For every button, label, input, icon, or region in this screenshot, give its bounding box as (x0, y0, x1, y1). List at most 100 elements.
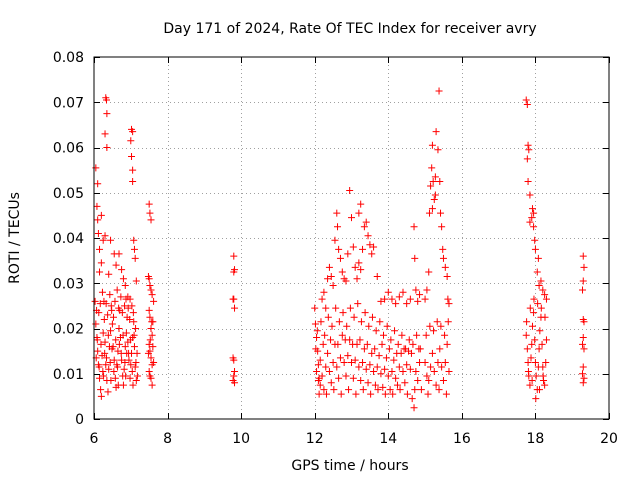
data-point (349, 243, 357, 251)
data-point (322, 390, 330, 398)
data-point (436, 177, 444, 185)
data-point (111, 297, 119, 305)
data-point (147, 354, 155, 362)
data-point (321, 331, 329, 339)
data-point (441, 263, 449, 271)
data-point (344, 352, 352, 360)
data-point (421, 358, 429, 366)
data-point (526, 218, 534, 226)
data-point (422, 331, 430, 339)
data-point (110, 367, 118, 375)
data-point (316, 381, 324, 389)
data-point (523, 101, 531, 109)
data-point (145, 275, 153, 283)
data-point (108, 320, 116, 328)
data-point (429, 177, 437, 185)
data-point (100, 372, 108, 380)
data-point (438, 363, 446, 371)
data-point (525, 146, 533, 154)
data-point (382, 354, 390, 362)
data-point (437, 322, 445, 330)
data-point (380, 331, 388, 339)
data-point (121, 343, 129, 351)
data-point (526, 304, 534, 312)
data-point (129, 128, 137, 136)
data-point (392, 300, 400, 308)
data-point (103, 144, 111, 151)
data-point (437, 209, 445, 217)
x-axis: 6 8 10 12 14 16 18 20 (90, 57, 618, 447)
data-point (149, 343, 157, 351)
data-point (539, 286, 547, 294)
data-point (405, 336, 413, 344)
data-point (413, 331, 421, 339)
data-point (357, 266, 365, 274)
y-tick-label: 0.07 (53, 95, 84, 111)
data-point (93, 202, 101, 210)
data-point (328, 322, 336, 330)
data-point (114, 381, 122, 389)
data-point (377, 370, 385, 378)
data-point (96, 268, 104, 276)
data-point (579, 334, 587, 342)
data-point (147, 286, 155, 294)
data-point (145, 306, 153, 314)
data-point (97, 392, 105, 400)
data-point (412, 367, 420, 375)
data-point (127, 137, 135, 145)
data-point (371, 381, 379, 389)
data-point (130, 236, 138, 244)
data-point (315, 390, 323, 398)
data-point (334, 223, 342, 231)
data-point (324, 313, 332, 321)
data-point (357, 200, 365, 208)
data-point (104, 311, 112, 319)
data-point (94, 347, 102, 355)
data-point (537, 304, 545, 312)
data-point (120, 365, 128, 373)
data-point (542, 295, 550, 303)
data-point (133, 349, 141, 357)
data-point (445, 300, 453, 308)
data-point (355, 259, 363, 267)
data-point (150, 297, 158, 305)
data-point (316, 356, 324, 364)
data-point (523, 345, 531, 353)
data-point (443, 272, 451, 280)
data-point (359, 386, 367, 394)
data-point (396, 386, 404, 394)
data-point (103, 96, 111, 104)
data-point (319, 340, 327, 348)
data-point (353, 275, 361, 283)
data-point (367, 390, 375, 398)
data-point (130, 343, 138, 351)
data-point (370, 367, 378, 375)
data-point (94, 216, 102, 224)
data-point (336, 254, 344, 262)
data-point (96, 374, 104, 382)
data-point (121, 302, 129, 310)
data-point (579, 340, 587, 348)
x-axis-label: GPS time / hours (291, 458, 408, 474)
data-point (126, 374, 134, 382)
data-point (100, 315, 108, 323)
data-point (338, 331, 346, 339)
data-point (359, 245, 367, 253)
x-tick-label: 12 (306, 431, 324, 447)
data-point (130, 245, 138, 253)
data-point (537, 277, 545, 285)
data-point (439, 377, 447, 385)
data-point (324, 349, 332, 357)
data-point (524, 358, 532, 366)
data-point (436, 345, 444, 353)
data-point (368, 250, 376, 258)
data-point (534, 300, 542, 308)
data-point (388, 295, 396, 303)
data-point (541, 313, 549, 321)
data-point (366, 241, 374, 249)
data-point (320, 288, 328, 296)
data-point (579, 286, 587, 294)
data-point (579, 370, 587, 378)
data-point (376, 318, 384, 326)
